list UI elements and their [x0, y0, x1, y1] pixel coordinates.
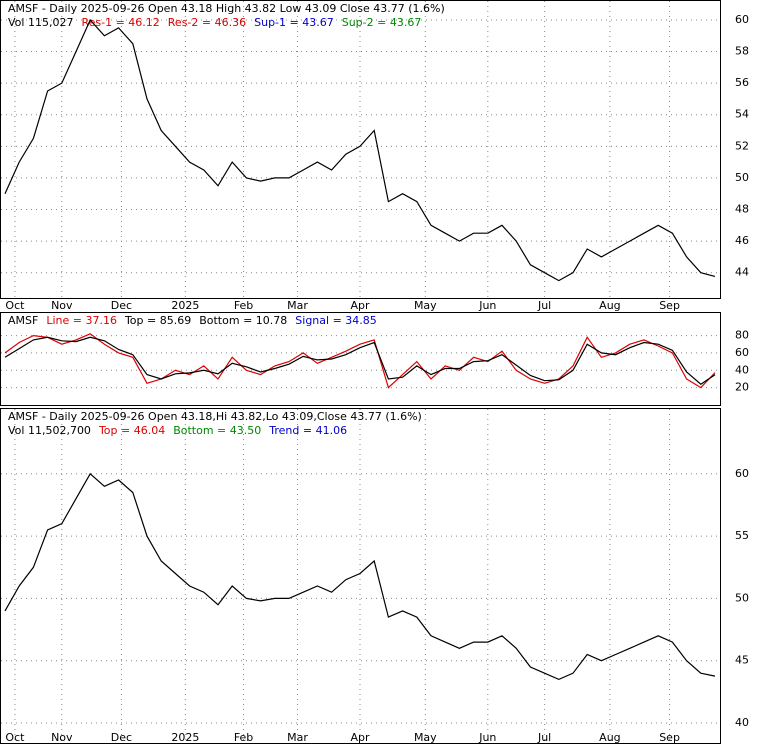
panel-frame [0, 0, 721, 299]
y-tick-label: 45 [735, 654, 749, 667]
header-text: Res-1 = 46.12 [81, 16, 159, 29]
y-tick-label: 50 [735, 171, 749, 184]
y-tick-label: 58 [735, 45, 749, 58]
price-line [4, 333, 716, 389]
x-tick-label: Apr [350, 731, 370, 744]
y-tick-label: 40 [735, 716, 749, 729]
header-text: Vol 11,502,700 [8, 424, 91, 437]
header-text: Line = 37.16 [46, 314, 117, 327]
x-tick-label: Feb [234, 731, 253, 744]
x-tick-label: Sep [659, 299, 680, 312]
header-text: Trend = 41.06 [268, 424, 347, 437]
y-tick-label: 54 [735, 108, 749, 121]
y-tick-label: 48 [735, 203, 749, 216]
x-tick-label: Mar [287, 299, 308, 312]
y-tick-label: 60 [735, 13, 749, 26]
header-text: Top = 85.69 [124, 314, 191, 327]
header-text: AMSF - Daily 2025-09-26 Open 43.18 High … [8, 2, 445, 15]
x-tick-label: Sep [659, 731, 680, 744]
x-tick-label: Feb [234, 299, 253, 312]
x-tick-label: Nov [51, 299, 73, 312]
x-tick-label: Oct [5, 731, 25, 744]
header-text: Top = 46.04 [98, 424, 165, 437]
x-tick-label: May [414, 299, 437, 312]
x-tick-label: Apr [350, 299, 370, 312]
header-text: AMSF - Daily 2025-09-26 Open 43.18,Hi 43… [8, 410, 422, 423]
panel-frame [0, 408, 721, 744]
x-tick-label: May [414, 731, 437, 744]
header-text: Bottom = 43.50 [173, 424, 261, 437]
header-text: Res-2 = 46.36 [168, 16, 246, 29]
x-tick-label: Aug [599, 299, 620, 312]
x-tick-label: Jul [537, 299, 551, 312]
x-tick-label: Dec [111, 731, 132, 744]
y-tick-label: 80 [735, 329, 749, 342]
x-tick-label: Mar [287, 731, 308, 744]
x-tick-label: Nov [51, 731, 73, 744]
y-tick-label: 20 [735, 381, 749, 394]
header-text: Sup-2 = 43.67 [342, 16, 422, 29]
y-tick-label: 52 [735, 139, 749, 152]
price-line [4, 336, 716, 385]
x-tick-label: Jun [478, 731, 496, 744]
x-tick-label: Jun [478, 299, 496, 312]
x-tick-label: Dec [111, 299, 132, 312]
y-tick-label: 44 [735, 266, 749, 279]
header-text: Sup-1 = 43.67 [254, 16, 334, 29]
y-tick-label: 60 [735, 346, 749, 359]
header-text: AMSF [8, 314, 38, 327]
x-tick-label: Aug [599, 731, 620, 744]
header-text: Signal = 34.85 [295, 314, 377, 327]
y-tick-label: 40 [735, 363, 749, 376]
x-tick-label: Oct [5, 299, 25, 312]
price-line [4, 18, 716, 282]
header-text: Bottom = 10.78 [199, 314, 287, 327]
y-tick-label: 50 [735, 591, 749, 604]
y-tick-label: 56 [735, 76, 749, 89]
x-tick-label: 2025 [171, 299, 199, 312]
header-text: Vol 115,027 [8, 16, 73, 29]
y-tick-label: 46 [735, 234, 749, 247]
y-tick-label: 60 [735, 467, 749, 480]
price-line [4, 472, 716, 681]
panel-frame [0, 312, 721, 406]
y-tick-label: 55 [735, 529, 749, 542]
x-tick-label: 2025 [171, 731, 199, 744]
x-tick-label: Jul [537, 731, 551, 744]
